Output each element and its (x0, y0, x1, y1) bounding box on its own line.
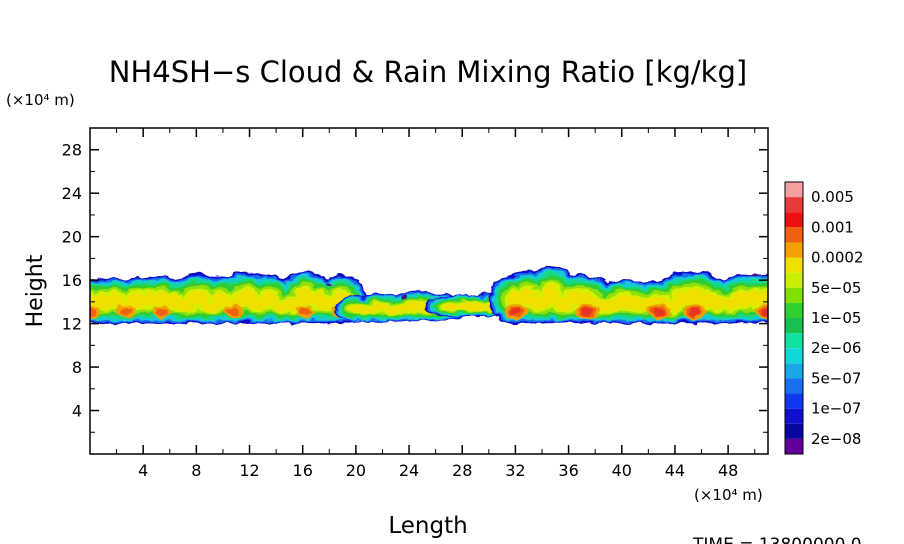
cloud-cell (756, 291, 768, 307)
colorbar-swatch (785, 363, 803, 379)
colorbar-swatch (785, 318, 803, 334)
cloud-layer (507, 286, 768, 313)
cloud-cell (128, 293, 148, 308)
x-tick-label: 44 (665, 461, 685, 480)
x-tick-label: 4 (138, 461, 148, 480)
y-axis-label: Height (23, 254, 48, 327)
y-tick-label: 20 (62, 228, 82, 247)
colorbar-swatch (785, 197, 803, 213)
y-tick-label: 12 (62, 315, 82, 334)
colorbar (784, 181, 804, 455)
colorbar-swatch (785, 182, 803, 198)
x-tick-labels: 4 8 12 16 20 24 28 32 36 40 44 48 (138, 461, 738, 480)
cloud-cell (262, 291, 277, 307)
cloud-cell (712, 297, 726, 310)
colorbar-swatch (785, 302, 803, 318)
colorbar-label: 1e−07 (811, 400, 861, 418)
colorbar-swatch (785, 242, 803, 258)
colorbar-swatch (785, 438, 803, 454)
colorbar-swatch (785, 287, 803, 303)
cloud-cell (154, 292, 169, 307)
colorbar-swatch (785, 257, 803, 273)
x-tick-label: 40 (612, 461, 632, 480)
y-unit-label: (×10⁴ m) (6, 91, 75, 109)
cloud-cell (542, 286, 560, 304)
y-tick-label: 28 (62, 141, 82, 160)
colorbar-swatch (785, 272, 803, 288)
x-axis-label: Length (388, 513, 467, 539)
colorbar-swatch (785, 333, 803, 349)
y-tick-labels: 4 8 12 16 20 24 28 (62, 141, 82, 421)
time-footer: TIME = 13800000.0 (692, 535, 862, 544)
y-tick-label: 4 (72, 402, 82, 421)
cloud-field (90, 265, 768, 324)
cloud-fringe (400, 294, 407, 299)
cloud-cell (373, 302, 387, 312)
colorbar-label: 5e−05 (811, 279, 861, 297)
y-tick-label: 24 (62, 184, 82, 203)
cloud-cell (249, 297, 266, 310)
colorbar-swatch (785, 423, 803, 439)
colorbar-label: 2e−08 (811, 430, 861, 448)
x-tick-label: 24 (399, 461, 419, 480)
y-tick-label: 8 (72, 358, 82, 377)
colorbar-swatch (785, 212, 803, 228)
cloud-cell (360, 306, 375, 314)
colorbar-swatch (785, 227, 803, 243)
colorbar-swatch (785, 408, 803, 424)
colorbar-label: 0.001 (811, 218, 854, 236)
x-unit-label: (×10⁴ m) (694, 486, 763, 504)
colorbar-frame (784, 181, 804, 455)
colorbar-swatch (785, 348, 803, 364)
cloud-cell (213, 292, 230, 308)
cloud-fringe (751, 273, 758, 278)
cloud-layer (90, 289, 349, 313)
x-tick-label: 8 (191, 461, 201, 480)
x-tick-label: 16 (293, 461, 313, 480)
cloud-cell (396, 305, 411, 313)
colorbar-label: 0.0002 (811, 249, 864, 267)
x-tick-label: 36 (558, 461, 578, 480)
cloud-cell (297, 289, 314, 306)
cloud-cell (697, 292, 717, 307)
cloud-cell (384, 306, 400, 314)
colorbar-labels: 0.005 0.001 0.0002 5e−05 1e−05 2e−06 5e−07 1e−0… (811, 188, 864, 448)
cloud-core (503, 304, 768, 320)
colorbar-swatch (785, 393, 803, 409)
x-tick-label: 20 (346, 461, 366, 480)
cloud-cell (187, 290, 208, 306)
x-tick-label: 32 (505, 461, 525, 480)
x-tick-label: 48 (718, 461, 738, 480)
x-tick-label: 12 (239, 461, 259, 480)
cloud-cell (444, 303, 462, 310)
x-tick-label: 28 (452, 461, 472, 480)
ticks (90, 128, 768, 454)
colorbar-label: 2e−06 (811, 339, 861, 357)
cloud-cell (285, 298, 302, 310)
chart-title: NH4SH−s Cloud & Rain Mixing Ratio [kg/kg… (109, 55, 747, 89)
colorbar-label: 5e−07 (811, 369, 861, 387)
cloud-cell (201, 302, 218, 313)
plot-frame (89, 127, 769, 455)
colorbar-swatch (785, 378, 803, 394)
cloud-cell (349, 304, 363, 313)
cloud-cell (142, 292, 158, 308)
y-tick-label: 16 (62, 271, 82, 290)
colorbar-label: 0.005 (811, 188, 854, 206)
cloud-cell (529, 297, 549, 310)
colorbar-label: 1e−05 (811, 309, 861, 327)
